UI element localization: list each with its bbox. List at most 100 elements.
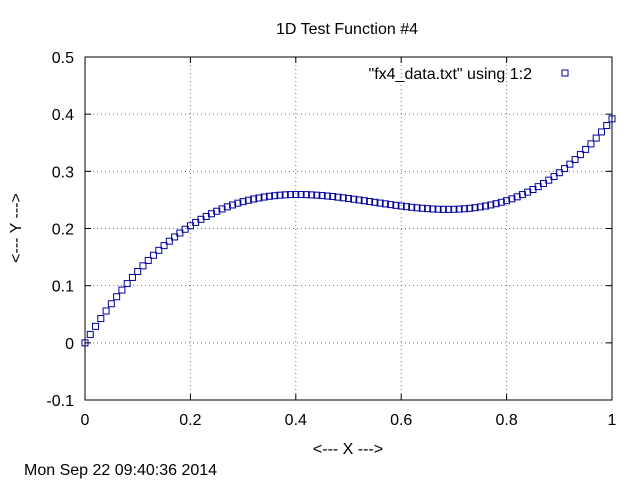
data-point (360, 197, 368, 205)
data-point (292, 191, 300, 199)
data-point (408, 203, 416, 211)
data-point (487, 201, 495, 209)
data-point (150, 251, 158, 259)
data-point (223, 203, 231, 211)
data-point (439, 205, 447, 213)
data-point (255, 194, 263, 202)
data-point (139, 262, 147, 270)
data-point (445, 205, 453, 213)
x-tick-label: 0 (81, 412, 90, 429)
data-point (376, 199, 384, 207)
data-point (250, 195, 258, 203)
data-point (323, 192, 331, 200)
y-tick-label: 0.2 (52, 222, 74, 239)
data-point (176, 229, 184, 237)
data-point (134, 267, 142, 275)
y-axis-ticks: -0.1 0 0.1 0.2 0.3 0.4 0.5 (46, 50, 612, 410)
timestamp: Mon Sep 22 09:40:36 2014 (24, 462, 217, 479)
data-point (492, 200, 500, 208)
data-point (234, 199, 242, 207)
data-point (608, 115, 616, 123)
y-tick-label: 0.3 (52, 164, 74, 181)
data-point (276, 191, 284, 199)
x-axis-label: <--- X ---> (313, 441, 383, 458)
data-point (397, 202, 405, 210)
data-point (582, 145, 590, 153)
data-point (402, 203, 410, 211)
data-point (281, 191, 289, 199)
data-point (239, 198, 247, 206)
legend: "fx4_data.txt" using 1:2 (369, 66, 569, 83)
data-point (102, 307, 110, 315)
chart-title: 1D Test Function #4 (276, 21, 418, 38)
data-point (165, 237, 173, 245)
data-point (81, 339, 89, 347)
data-point (244, 196, 252, 204)
data-point (387, 201, 395, 209)
data-point (550, 173, 558, 181)
data-point (466, 204, 474, 212)
plot-frame (84, 56, 613, 401)
y-tick-label: 0.4 (52, 107, 74, 124)
data-point (160, 242, 168, 250)
data-point (381, 200, 389, 208)
data-point (513, 193, 521, 201)
data-point (339, 194, 347, 202)
data-point (518, 191, 526, 199)
data-point (597, 128, 605, 136)
data-point (392, 201, 400, 209)
data-point (128, 273, 136, 281)
data-point (313, 191, 321, 199)
data-point (213, 207, 221, 215)
data-point (450, 205, 458, 213)
data-point (218, 205, 226, 213)
data-point (371, 198, 379, 206)
data-point (434, 205, 442, 213)
legend-marker (561, 69, 569, 77)
data-point (297, 191, 305, 199)
data-point (497, 198, 505, 206)
data-point (566, 160, 574, 168)
data-point (123, 280, 131, 288)
x-tick-label: 0.8 (495, 412, 517, 429)
data-point (334, 193, 342, 201)
data-point (455, 205, 463, 213)
data-point (308, 191, 316, 199)
data-point (345, 194, 352, 202)
x-axis-ticks: 0 0.2 0.4 0.6 0.8 1 (81, 57, 617, 429)
data-point (265, 192, 273, 200)
data-point (155, 246, 163, 254)
data-point (476, 203, 484, 211)
y-tick-label: -0.1 (46, 393, 74, 410)
data-point (113, 293, 121, 301)
data-points (81, 115, 616, 347)
data-point (471, 204, 479, 212)
y-tick-label: 0.5 (52, 50, 74, 67)
x-tick-label: 0.4 (285, 412, 307, 429)
y-tick-label: 0 (65, 336, 74, 353)
data-point (350, 195, 358, 203)
grid-lines (85, 57, 612, 400)
data-point (561, 165, 569, 173)
data-point (545, 176, 553, 184)
data-point (555, 169, 563, 177)
x-tick-label: 0.6 (390, 412, 412, 429)
data-point (97, 315, 105, 323)
data-point (118, 286, 126, 294)
data-point (271, 192, 279, 200)
data-point (592, 134, 600, 142)
x-tick-label: 0.2 (179, 412, 201, 429)
y-axis-label: <--- Y ---> (8, 193, 25, 263)
data-point (429, 205, 437, 213)
data-point (302, 191, 310, 199)
data-point (229, 201, 237, 209)
data-point (107, 300, 115, 308)
data-point (86, 330, 94, 338)
data-point (587, 140, 595, 148)
data-point (482, 202, 490, 210)
data-point (355, 196, 363, 204)
x-tick-label: 1 (608, 412, 617, 429)
data-point (603, 122, 611, 130)
data-point (571, 156, 579, 164)
